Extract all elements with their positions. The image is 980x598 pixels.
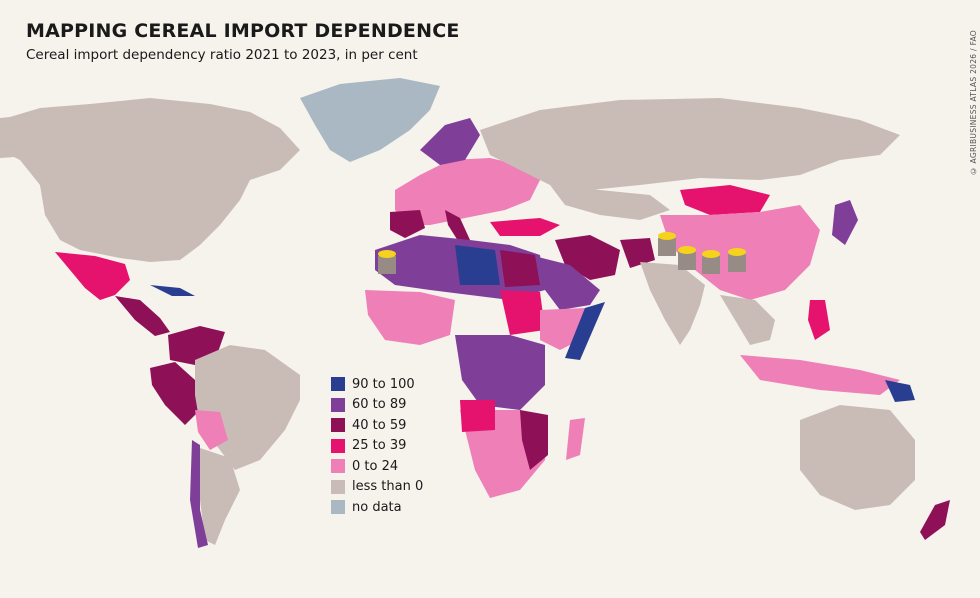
legend-item: 0 to 24 <box>331 456 423 477</box>
region-afghanistan <box>620 238 655 268</box>
region-peru <box>150 362 200 425</box>
region-sudan <box>500 290 545 335</box>
legend-label: 60 to 89 <box>352 397 407 413</box>
legend-label: 0 to 24 <box>352 458 399 474</box>
region-mozambique <box>520 410 548 470</box>
legend-item: 25 to 39 <box>331 436 423 457</box>
region-egypt <box>500 250 540 287</box>
region-europe <box>395 158 540 225</box>
legend-swatch <box>331 377 345 392</box>
region-central-africa <box>455 335 545 410</box>
grain-sack-icon <box>678 246 696 270</box>
world-map <box>0 78 950 548</box>
legend-swatch <box>331 397 345 412</box>
legend-item: 60 to 89 <box>331 395 423 416</box>
region-mongolia <box>680 185 770 215</box>
region-japan <box>832 200 858 245</box>
legend-label: 90 to 100 <box>352 376 415 392</box>
map-subtitle: Cereal import dependency ratio 2021 to 2… <box>26 47 418 63</box>
legend-swatch <box>331 500 345 515</box>
region-mexico <box>55 252 130 300</box>
region-argentina <box>200 448 240 545</box>
region-greenland <box>300 78 440 162</box>
legend-item: less than 0 <box>331 477 423 498</box>
region-saudi-arabia <box>530 255 600 310</box>
region-somalia <box>565 302 605 360</box>
region-india <box>640 262 705 345</box>
legend-swatch <box>331 479 345 494</box>
legend-swatch <box>331 459 345 474</box>
region-brazil <box>195 345 300 470</box>
region-central-america <box>115 296 170 336</box>
legend-item: 40 to 59 <box>331 415 423 436</box>
legend-label: no data <box>352 499 402 515</box>
region-libya <box>455 245 500 285</box>
region-cuba <box>150 285 195 296</box>
region-russia <box>480 98 900 190</box>
region-philippines <box>808 300 830 340</box>
region-angola <box>460 400 495 432</box>
region-bolivia <box>195 410 228 450</box>
region-madagascar <box>566 418 585 460</box>
region-turkey <box>490 218 560 236</box>
legend-label: 25 to 39 <box>352 438 407 454</box>
region-southeast-asia <box>720 295 775 345</box>
grain-sack-icon <box>658 232 676 256</box>
region-west-africa <box>365 290 455 345</box>
legend-item: no data <box>331 497 423 518</box>
region-scandinavia <box>420 118 480 165</box>
legend-swatch <box>331 438 345 453</box>
region-png <box>885 380 915 402</box>
legend: 90 to 100 60 to 89 40 to 59 25 to 39 0 t… <box>331 374 423 518</box>
region-alaska <box>0 112 60 158</box>
map-title: MAPPING CEREAL IMPORT DEPENDENCE <box>26 20 460 42</box>
region-iberia <box>390 210 425 238</box>
legend-swatch <box>331 418 345 433</box>
region-australia <box>800 405 915 510</box>
region-north-america <box>0 98 300 262</box>
grain-sack-icon <box>728 248 746 272</box>
grain-sack-icon <box>378 250 396 274</box>
grain-sack-icon <box>702 250 720 274</box>
legend-label: less than 0 <box>352 479 424 495</box>
legend-item: 90 to 100 <box>331 374 423 395</box>
region-chile <box>190 440 208 548</box>
region-new-zealand <box>920 500 950 540</box>
region-indonesia <box>740 355 900 395</box>
region-central-asia <box>550 185 670 220</box>
legend-label: 40 to 59 <box>352 417 407 433</box>
region-italy <box>445 210 470 244</box>
